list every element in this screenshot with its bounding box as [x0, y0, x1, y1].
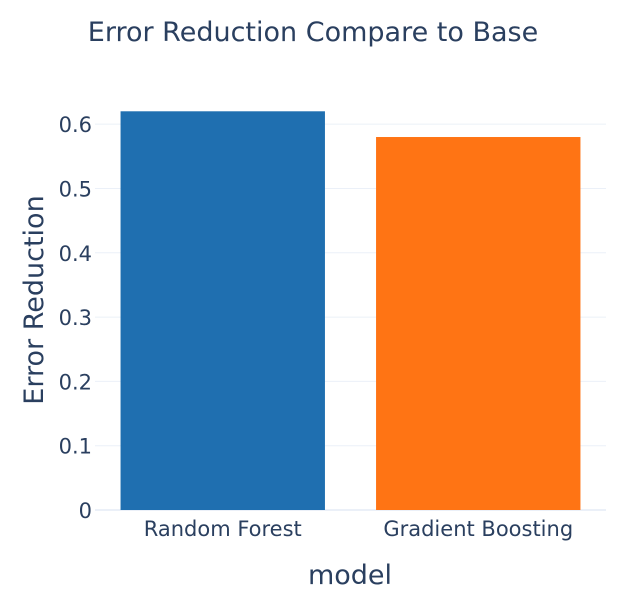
- bars: [120, 111, 581, 511]
- y-axis-title: Error Reduction: [19, 195, 50, 404]
- y-tick-label: 0: [79, 499, 92, 523]
- y-tick-label: 0.3: [59, 306, 92, 330]
- bar-gradient-boosting[interactable]: [376, 137, 581, 510]
- y-tick-label: 0.5: [59, 177, 92, 201]
- y-tick-label: 0.4: [59, 242, 92, 266]
- x-axis-title: model: [308, 560, 392, 591]
- y-tick-label: 0.1: [59, 435, 92, 459]
- x-axis-ticks: Random Forest Gradient Boosting: [144, 517, 573, 541]
- x-tick-label: Gradient Boosting: [383, 517, 573, 541]
- x-tick-label: Random Forest: [144, 517, 302, 541]
- bar-random-forest[interactable]: [120, 111, 325, 511]
- y-tick-label: 0.2: [59, 370, 92, 394]
- chart-title: Error Reduction Compare to Base: [88, 17, 538, 48]
- y-tick-label: 0.6: [59, 113, 92, 137]
- y-axis-ticks: 0 0.1 0.2 0.3 0.4 0.5 0.6: [59, 113, 92, 523]
